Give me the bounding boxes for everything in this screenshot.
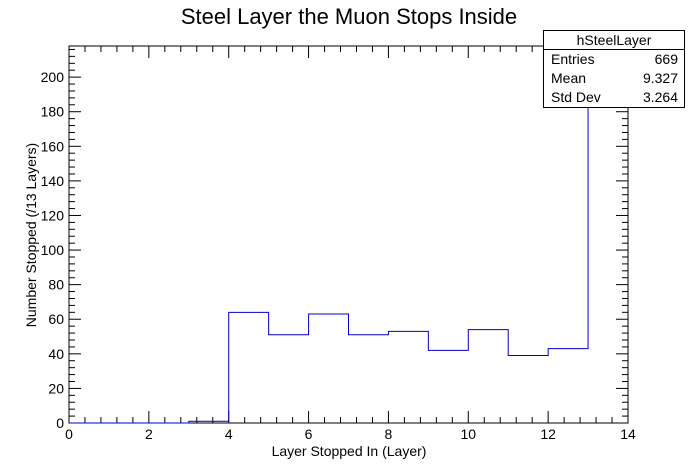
y-tick-label: 160 — [41, 138, 65, 154]
stats-title: hSteelLayer — [544, 31, 684, 50]
y-axis-label: Number Stopped (/13 Layers) — [23, 143, 39, 327]
x-axis-label: Layer Stopped In (Layer) — [272, 443, 427, 459]
y-tick-label: 40 — [48, 346, 64, 362]
x-tick-label: 12 — [540, 426, 556, 442]
std-label: Std Dev — [551, 89, 601, 105]
x-tick-label: 0 — [65, 426, 73, 442]
stats-box: hSteelLayer Entries 669 Mean 9.327 Std D… — [543, 30, 685, 108]
histogram-line — [69, 45, 628, 424]
y-tick-label: 100 — [41, 242, 65, 258]
x-tick-label: 8 — [385, 426, 393, 442]
x-tick-label: 10 — [460, 426, 476, 442]
y-tick-label: 140 — [41, 173, 65, 189]
entries-value: 669 — [654, 51, 678, 67]
x-tick-label: 14 — [620, 426, 636, 442]
x-tick-label: 4 — [225, 426, 233, 442]
x-tick-label: 2 — [145, 426, 153, 442]
chart-title: Steel Layer the Muon Stops Inside — [181, 4, 517, 29]
x-tick-label: 6 — [305, 426, 313, 442]
stats-row-std: Std Dev 3.264 — [544, 88, 684, 107]
y-tick-label: 200 — [41, 69, 65, 85]
y-tick-label: 120 — [41, 207, 65, 223]
y-tick-label: 80 — [48, 277, 64, 293]
stats-row-entries: Entries 669 — [544, 50, 684, 69]
entries-label: Entries — [551, 51, 595, 67]
std-value: 3.264 — [642, 89, 678, 105]
mean-value: 9.327 — [642, 70, 678, 86]
y-tick-label: 60 — [48, 311, 64, 327]
y-tick-label: 0 — [56, 415, 64, 431]
stats-row-mean: Mean 9.327 — [544, 69, 684, 88]
y-tick-label: 20 — [48, 380, 64, 396]
plot-frame — [68, 45, 629, 424]
mean-label: Mean — [551, 70, 587, 86]
y-tick-label: 180 — [41, 104, 65, 120]
